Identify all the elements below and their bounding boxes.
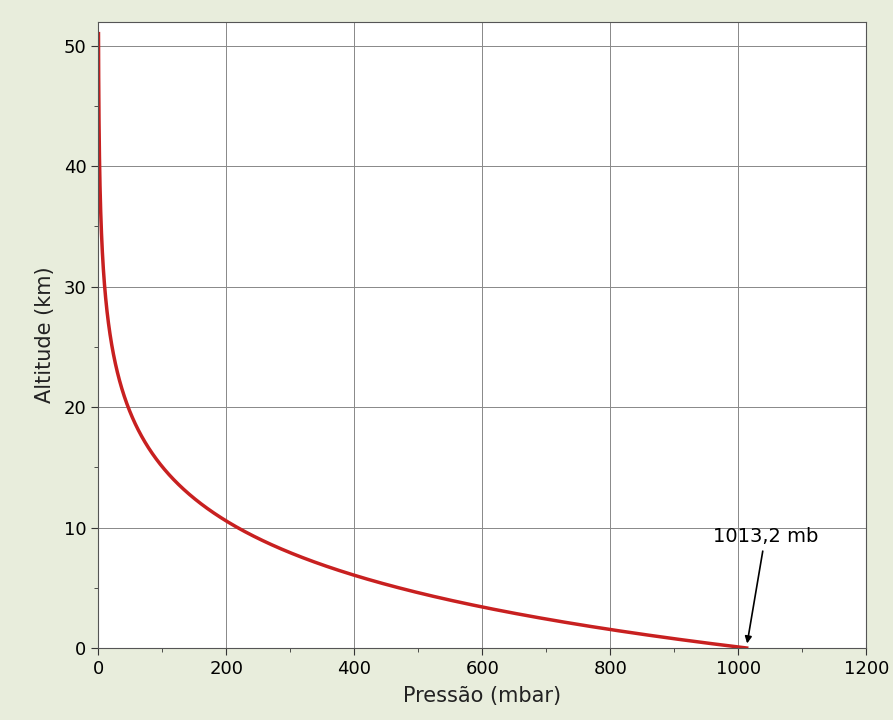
X-axis label: Pressão (mbar): Pressão (mbar): [403, 686, 562, 706]
Text: 1013,2 mb: 1013,2 mb: [713, 526, 818, 642]
Y-axis label: Altitude (km): Altitude (km): [36, 266, 55, 403]
